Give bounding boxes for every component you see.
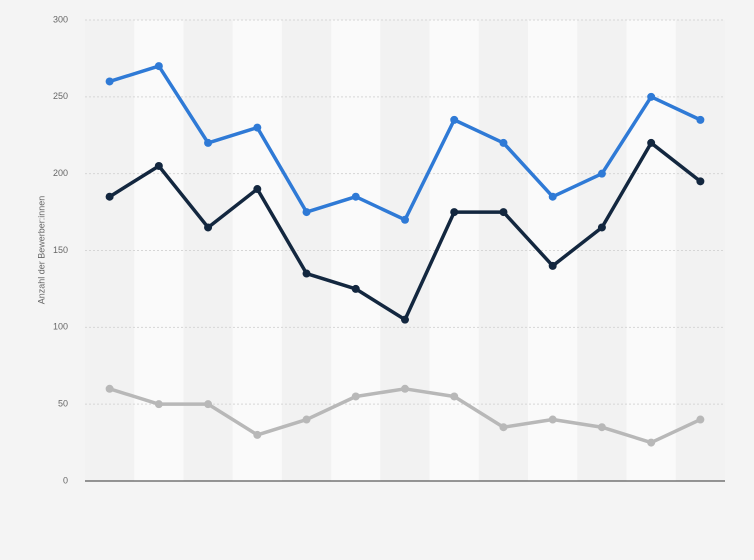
data-point <box>351 392 360 401</box>
data-point <box>450 115 459 124</box>
data-point <box>154 400 163 409</box>
data-point <box>499 208 508 217</box>
data-point <box>154 161 163 170</box>
data-point <box>696 177 705 186</box>
data-point <box>401 315 409 324</box>
data-point <box>499 423 508 432</box>
data-point <box>154 62 163 71</box>
data-point <box>647 438 656 447</box>
data-point <box>696 115 705 124</box>
data-point <box>499 138 508 147</box>
data-point <box>401 215 409 224</box>
y-tick-label: 50 <box>58 399 68 409</box>
data-point <box>548 261 557 270</box>
data-point <box>204 223 213 232</box>
data-point <box>696 415 705 424</box>
data-point <box>351 284 360 293</box>
data-point <box>105 77 114 86</box>
y-tick-label: 150 <box>53 245 68 255</box>
data-point <box>597 169 606 178</box>
data-point <box>548 192 557 201</box>
data-point <box>450 208 459 217</box>
data-point <box>302 269 311 278</box>
data-point <box>597 423 606 432</box>
data-point <box>450 392 459 401</box>
data-point <box>597 223 606 232</box>
data-point <box>253 430 262 439</box>
band <box>478 20 529 481</box>
data-point <box>401 384 409 393</box>
data-point <box>302 208 311 217</box>
data-point <box>105 192 114 201</box>
data-point <box>351 192 360 201</box>
data-point <box>647 92 656 101</box>
y-tick-label: 300 <box>53 14 68 24</box>
y-tick-label: 100 <box>53 322 68 332</box>
data-point <box>253 185 262 194</box>
y-tick-label: 0 <box>63 475 68 485</box>
data-point <box>647 138 656 147</box>
data-point <box>204 400 213 409</box>
data-point <box>105 384 114 393</box>
y-tick-label: 250 <box>53 91 68 101</box>
y-tick-label: 200 <box>53 168 68 178</box>
y-axis-label: Anzahl der Bewerber:innen <box>36 196 46 305</box>
data-point <box>204 138 213 147</box>
data-point <box>548 415 557 424</box>
band <box>675 20 725 481</box>
data-point <box>253 123 262 132</box>
data-point <box>302 415 311 424</box>
